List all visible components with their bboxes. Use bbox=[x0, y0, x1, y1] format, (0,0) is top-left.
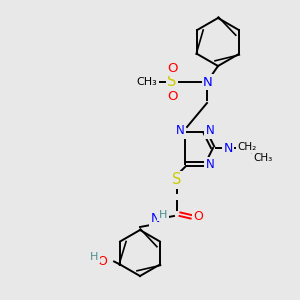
Text: N: N bbox=[176, 124, 184, 137]
Text: S: S bbox=[172, 172, 182, 188]
Text: S: S bbox=[167, 74, 177, 89]
Text: O: O bbox=[167, 89, 177, 103]
Text: N: N bbox=[223, 142, 233, 154]
Text: CH₂: CH₂ bbox=[237, 142, 256, 152]
Text: N: N bbox=[203, 76, 213, 88]
Text: CH₃: CH₃ bbox=[254, 153, 273, 163]
Text: O: O bbox=[97, 255, 107, 268]
Text: O: O bbox=[193, 211, 203, 224]
Text: H: H bbox=[159, 210, 167, 220]
Text: O: O bbox=[167, 61, 177, 74]
Text: CH₃: CH₃ bbox=[136, 77, 158, 87]
Text: N: N bbox=[150, 212, 160, 226]
Text: N: N bbox=[206, 158, 214, 172]
Text: N: N bbox=[206, 124, 214, 137]
Text: H: H bbox=[90, 251, 98, 262]
